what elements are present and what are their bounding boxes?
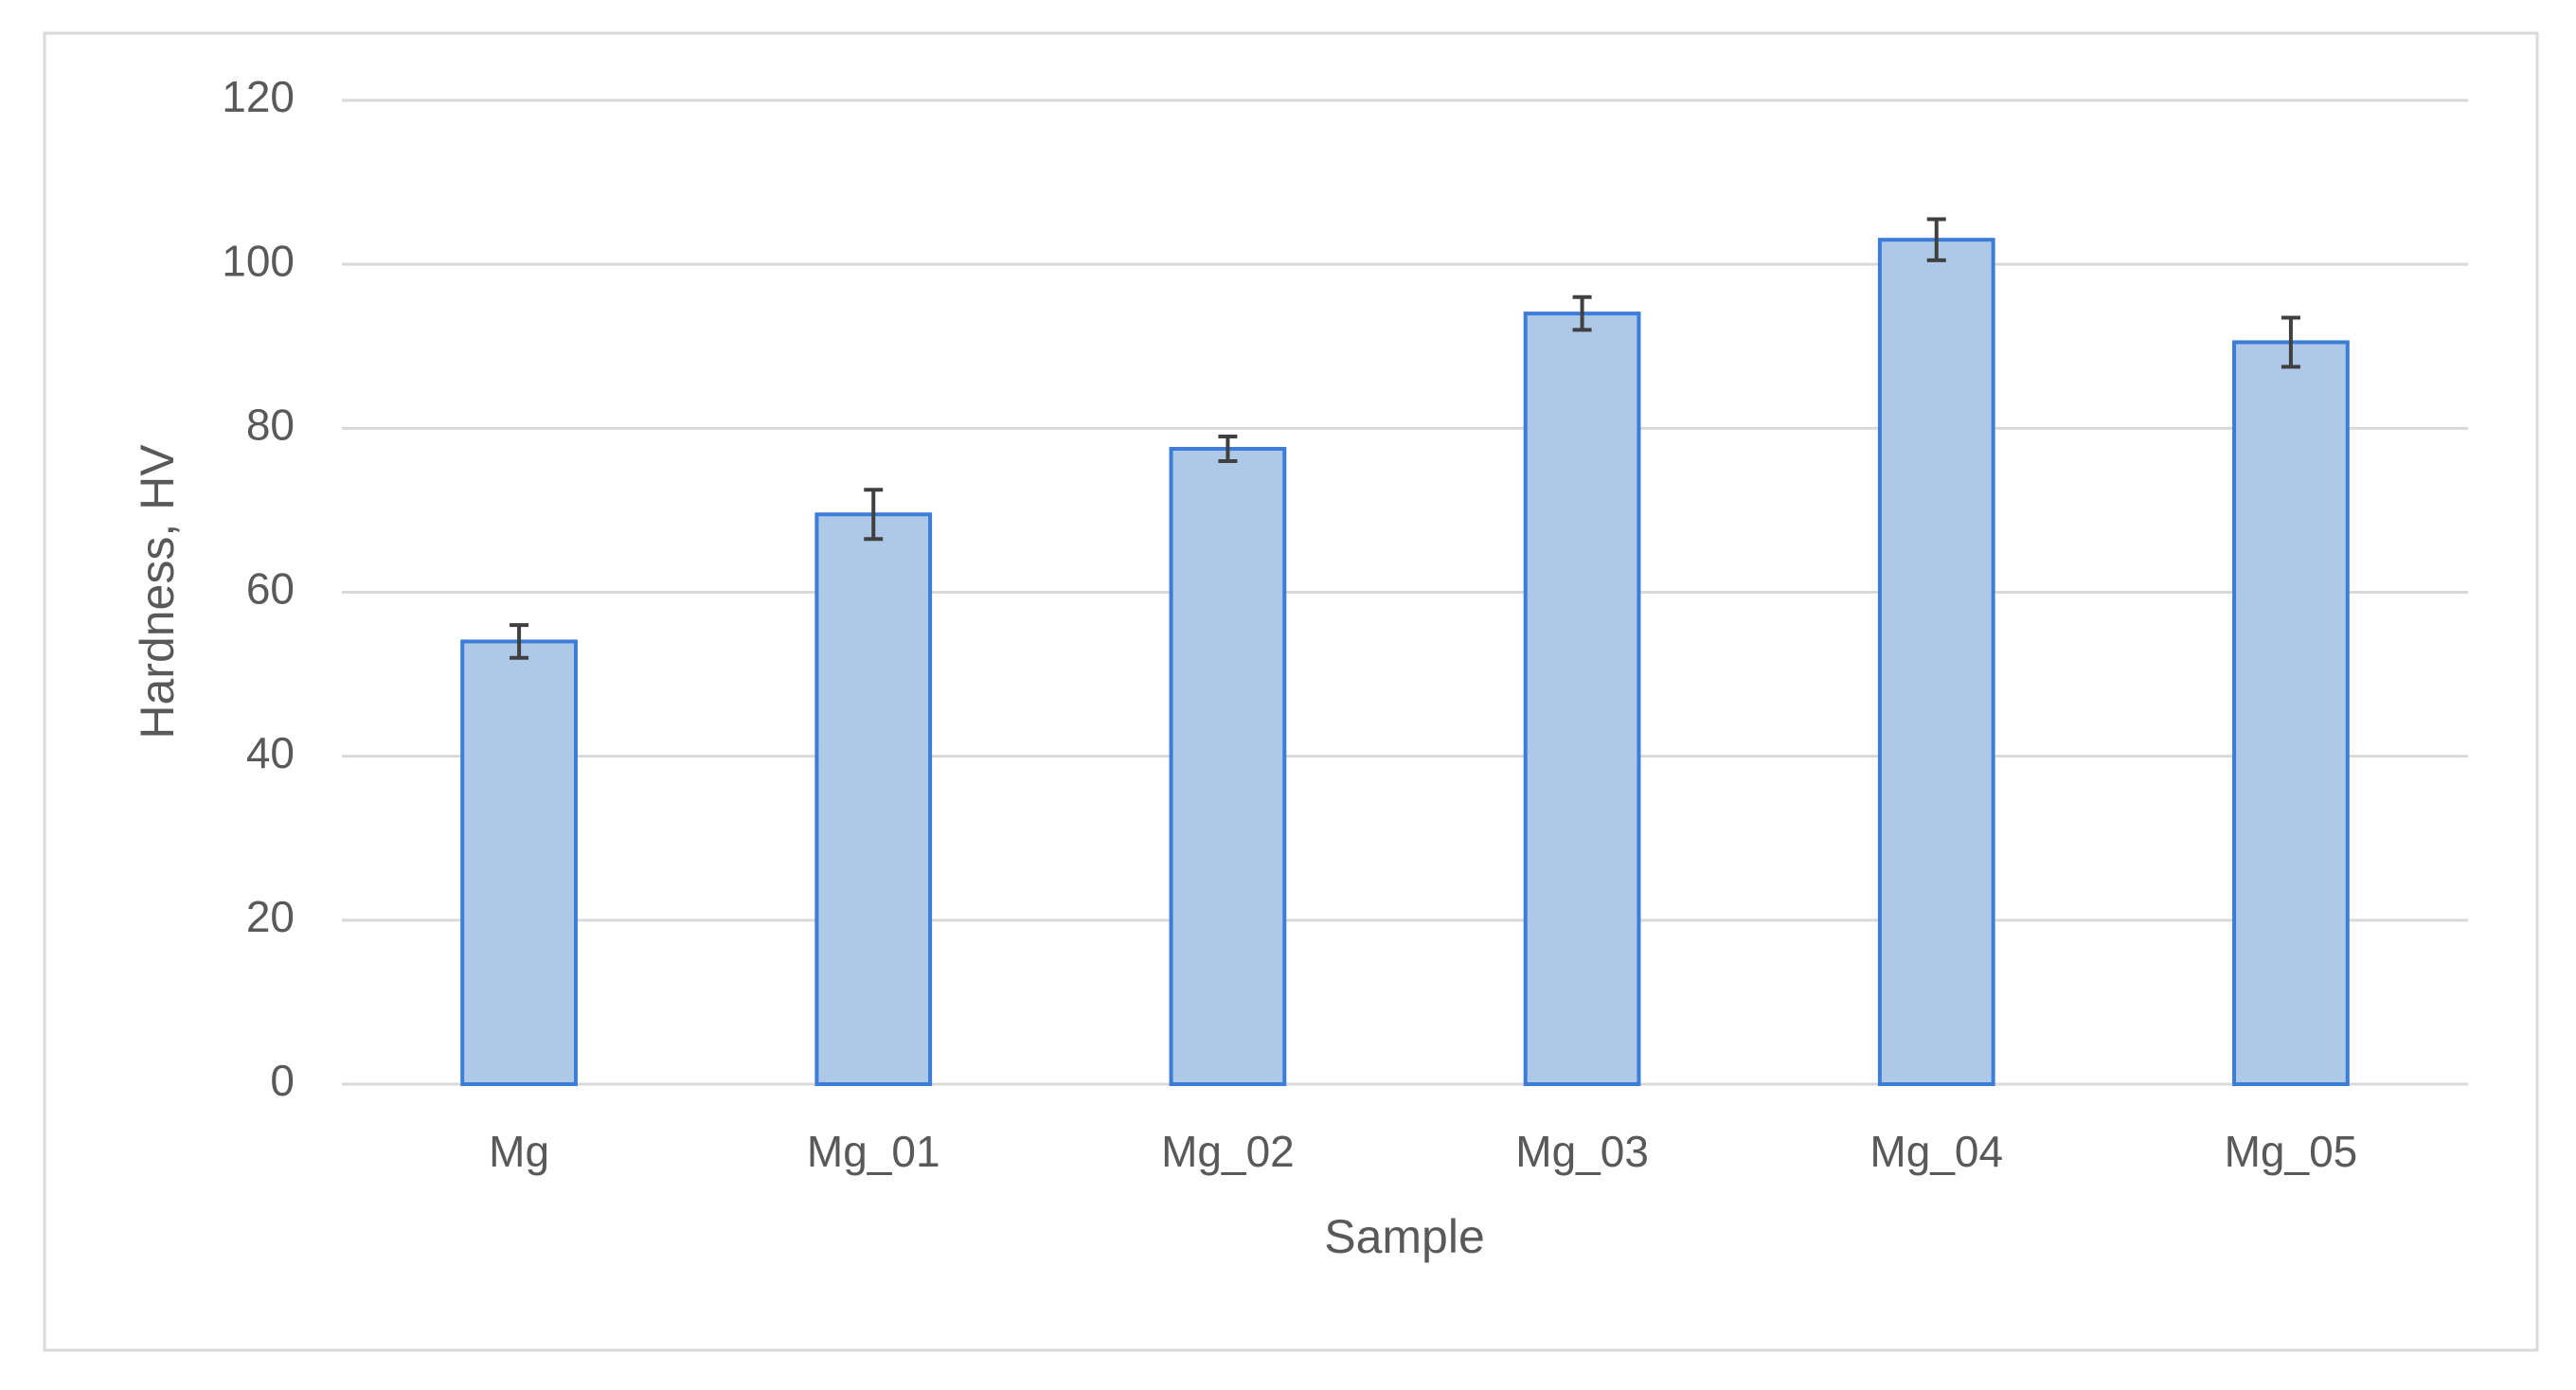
- x-tick-label: Mg_05: [2225, 1127, 2358, 1176]
- y-tick-label: 100: [222, 236, 295, 285]
- x-tick-label: Mg_03: [1515, 1127, 1649, 1176]
- x-tick-label: Mg_02: [1161, 1127, 1295, 1176]
- x-axis-title: Sample: [1324, 1210, 1485, 1263]
- error-bar: [1572, 294, 1592, 332]
- y-tick-label: 40: [246, 728, 295, 777]
- y-tick-label: 0: [270, 1056, 295, 1105]
- error-bar: [1218, 434, 1238, 463]
- bar: [1523, 312, 1641, 1087]
- bar: [460, 639, 578, 1086]
- x-tick-label: Mg: [489, 1127, 549, 1176]
- x-tick-label: Mg_04: [1869, 1127, 2003, 1176]
- error-bar: [510, 623, 529, 660]
- chart-border: [43, 31, 2539, 1352]
- bar: [2232, 340, 2350, 1086]
- bar: [1169, 446, 1287, 1086]
- y-tick-label: 120: [222, 72, 295, 121]
- y-tick-label: 80: [246, 400, 295, 449]
- bar: [814, 512, 933, 1086]
- y-tick-label: 60: [246, 564, 295, 614]
- error-bar: [2281, 315, 2300, 369]
- error-bar: [864, 488, 884, 542]
- bar: [1877, 238, 1995, 1087]
- y-tick-label: 20: [246, 892, 295, 941]
- y-axis-title: Hardness, HV: [131, 444, 184, 740]
- error-bar: [1926, 217, 1946, 262]
- x-tick-label: Mg_01: [807, 1127, 940, 1176]
